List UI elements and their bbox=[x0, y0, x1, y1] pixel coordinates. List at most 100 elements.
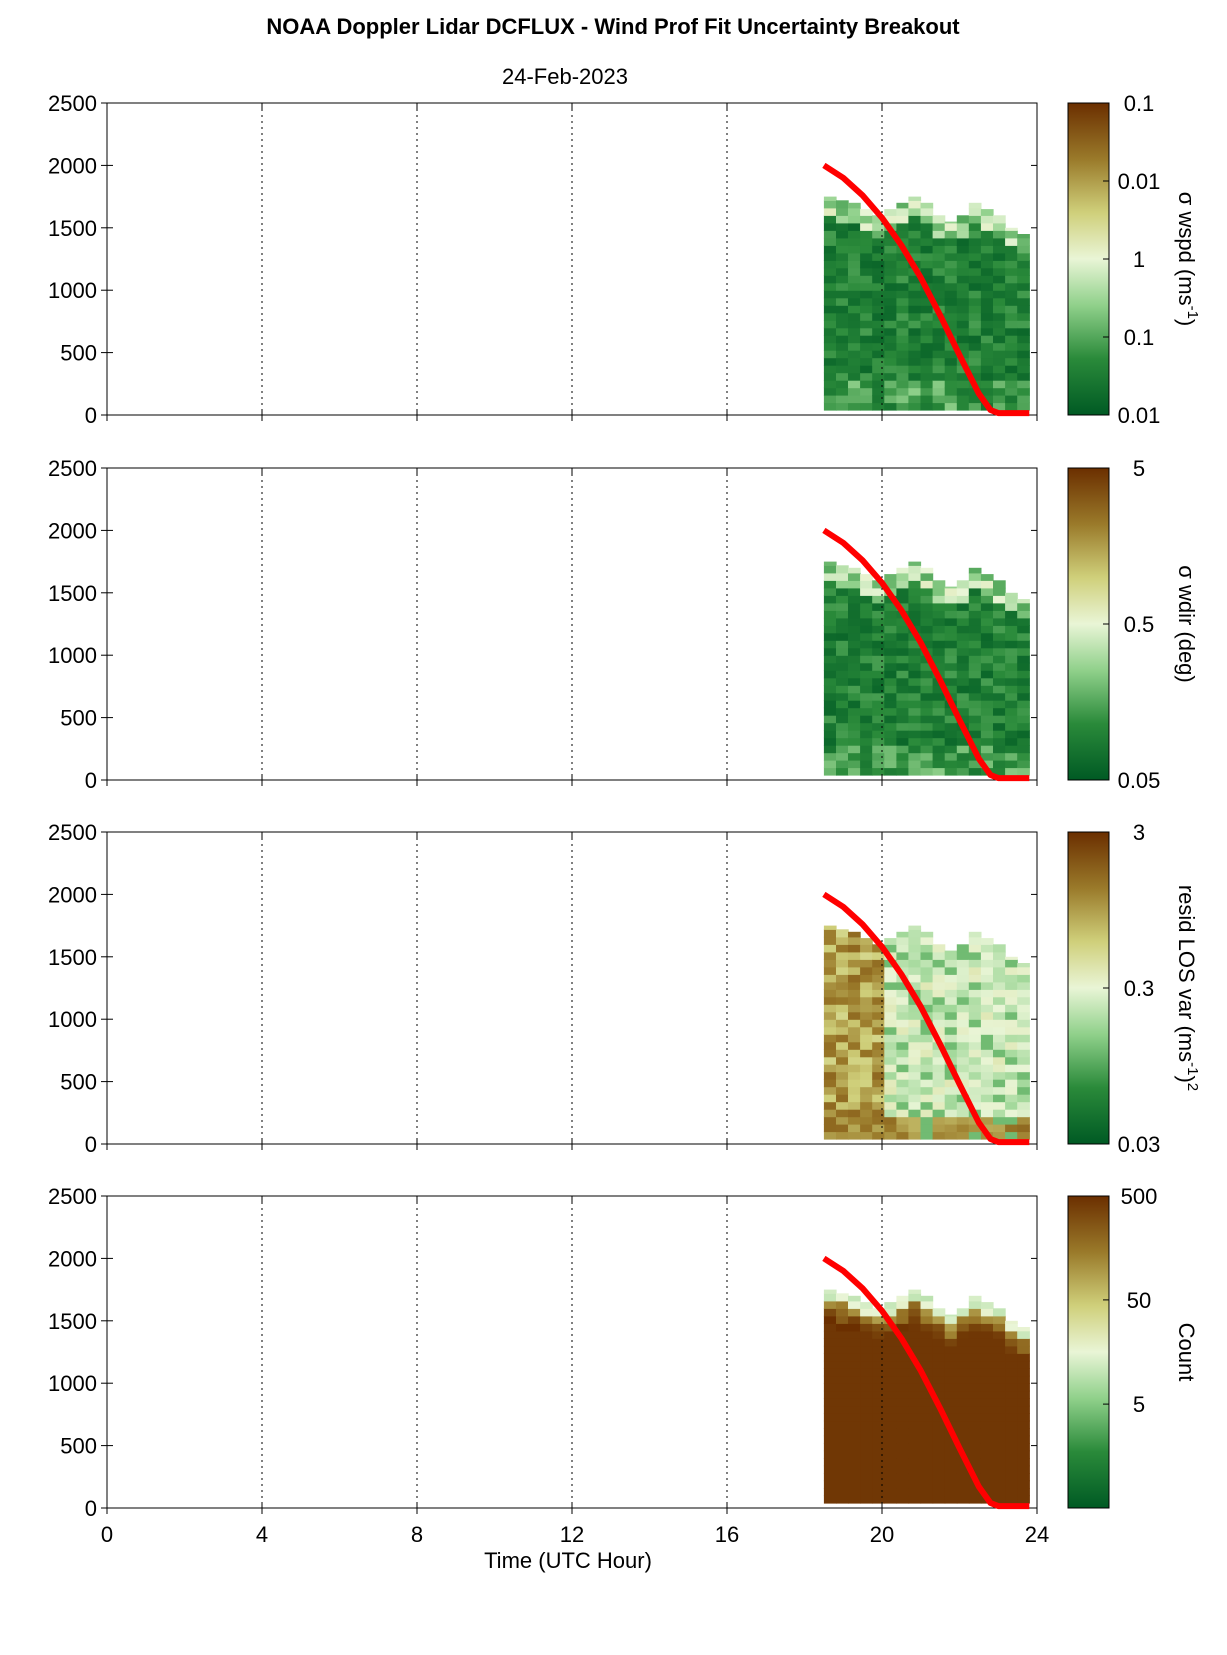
heatmap-cell bbox=[823, 387, 837, 396]
heatmap-cell bbox=[1017, 1056, 1030, 1065]
heatmap-cell bbox=[908, 1390, 922, 1399]
heatmap-cell bbox=[896, 752, 910, 761]
heatmap-cell bbox=[980, 737, 994, 746]
heatmap-cell bbox=[884, 1413, 897, 1422]
heatmap-cell bbox=[993, 1443, 1006, 1452]
heatmap-cell bbox=[956, 670, 970, 679]
heatmap-cell bbox=[823, 707, 837, 716]
heatmap-cell bbox=[956, 1405, 970, 1414]
heatmap-cell bbox=[872, 587, 885, 596]
heatmap-cell bbox=[1017, 715, 1030, 724]
heatmap-cell bbox=[920, 252, 934, 261]
heatmap-cell bbox=[908, 372, 922, 381]
heatmap-cell bbox=[908, 1480, 922, 1489]
heatmap-cell bbox=[896, 989, 910, 998]
heatmap-cell bbox=[1005, 372, 1018, 381]
heatmap-cell bbox=[1005, 252, 1018, 261]
heatmap-cell bbox=[896, 655, 910, 664]
heatmap-cell bbox=[836, 1390, 849, 1399]
heatmap-cell bbox=[920, 1079, 934, 1088]
heatmap-cell bbox=[956, 1056, 970, 1065]
heatmap-cell bbox=[872, 966, 885, 975]
heatmap-cell bbox=[1017, 267, 1030, 276]
heatmap-cell bbox=[932, 625, 946, 634]
heatmap-cell bbox=[860, 647, 873, 656]
heatmap-cell bbox=[993, 1079, 1006, 1088]
heatmap-cell bbox=[980, 237, 994, 246]
heatmap-cell bbox=[872, 275, 885, 284]
heatmap-cell bbox=[908, 215, 922, 224]
heatmap-cell bbox=[848, 1049, 861, 1058]
heatmap-cell bbox=[884, 1079, 897, 1088]
heatmap-cell bbox=[1017, 617, 1030, 626]
heatmap-cell bbox=[908, 222, 922, 231]
heatmap-cell bbox=[860, 938, 873, 945]
heatmap-cell bbox=[896, 1323, 910, 1332]
heatmap-cell bbox=[968, 1131, 982, 1140]
heatmap-cell bbox=[872, 1034, 885, 1043]
heatmap-cell bbox=[980, 380, 994, 389]
heatmap-cell bbox=[968, 1443, 982, 1452]
heatmap-cell bbox=[884, 260, 897, 269]
heatmap-cell bbox=[823, 1034, 837, 1043]
heatmap-cell bbox=[956, 677, 970, 686]
heatmap-cell bbox=[1005, 745, 1018, 754]
heatmap-cell bbox=[1005, 327, 1018, 336]
heatmap-cell bbox=[860, 1473, 873, 1482]
heatmap-cell bbox=[932, 1308, 946, 1317]
heatmap-cell bbox=[944, 640, 958, 649]
heatmap-cell bbox=[908, 981, 922, 990]
heatmap-cell bbox=[968, 1086, 982, 1095]
heatmap-cell bbox=[884, 395, 897, 404]
heatmap-cell bbox=[980, 252, 994, 261]
heatmap-cell bbox=[848, 1315, 861, 1324]
heatmap-cell bbox=[920, 692, 934, 701]
heatmap-cell bbox=[956, 745, 970, 754]
heatmap-cell bbox=[932, 760, 946, 769]
heatmap-cell bbox=[1017, 1375, 1030, 1384]
heatmap-cell bbox=[968, 1353, 982, 1362]
heatmap-cell bbox=[908, 951, 922, 960]
heatmap-cell bbox=[993, 267, 1006, 276]
heatmap-cell bbox=[920, 1390, 934, 1399]
heatmap-cell bbox=[896, 202, 910, 209]
heatmap-cell bbox=[920, 617, 934, 626]
heatmap-cell bbox=[860, 312, 873, 321]
heatmap-cell bbox=[836, 1315, 849, 1324]
heatmap-cell bbox=[908, 1405, 922, 1414]
heatmap-cell bbox=[920, 387, 934, 396]
heatmap-cell bbox=[848, 327, 861, 336]
heatmap-cell bbox=[848, 1004, 861, 1013]
heatmap-cell bbox=[836, 1034, 849, 1043]
heatmap-cell bbox=[908, 305, 922, 314]
heatmap-cell bbox=[848, 1420, 861, 1429]
heatmap-cell bbox=[956, 1071, 970, 1080]
heatmap-cell bbox=[968, 1488, 982, 1497]
heatmap-cell bbox=[836, 252, 849, 261]
heatmap-cell bbox=[823, 237, 837, 246]
heatmap-cell bbox=[848, 737, 861, 746]
heatmap-cell bbox=[848, 1443, 861, 1452]
heatmap-cell bbox=[884, 647, 897, 656]
heatmap-cell bbox=[908, 722, 922, 731]
heatmap-cell bbox=[932, 715, 946, 724]
heatmap-cell bbox=[944, 1079, 958, 1088]
heatmap-cell bbox=[872, 730, 885, 739]
heatmap-cell bbox=[968, 402, 982, 411]
heatmap-cell bbox=[980, 1443, 994, 1452]
heatmap-cell bbox=[836, 745, 849, 754]
heatmap-cell bbox=[860, 677, 873, 686]
heatmap-cell bbox=[944, 1041, 958, 1050]
heatmap-cell bbox=[896, 1079, 910, 1088]
heatmap-cell bbox=[968, 625, 982, 634]
heatmap-cell bbox=[848, 395, 861, 404]
heatmap-cell bbox=[823, 1398, 837, 1407]
heatmap-cell bbox=[872, 252, 885, 261]
heatmap-cell bbox=[896, 1450, 910, 1459]
heatmap-cell bbox=[836, 767, 849, 776]
heatmap-cell bbox=[860, 305, 873, 314]
heatmap-cell bbox=[823, 640, 837, 649]
heatmap-cell bbox=[872, 1390, 885, 1399]
heatmap-cell bbox=[980, 1458, 994, 1467]
heatmap-cell bbox=[836, 1116, 849, 1125]
